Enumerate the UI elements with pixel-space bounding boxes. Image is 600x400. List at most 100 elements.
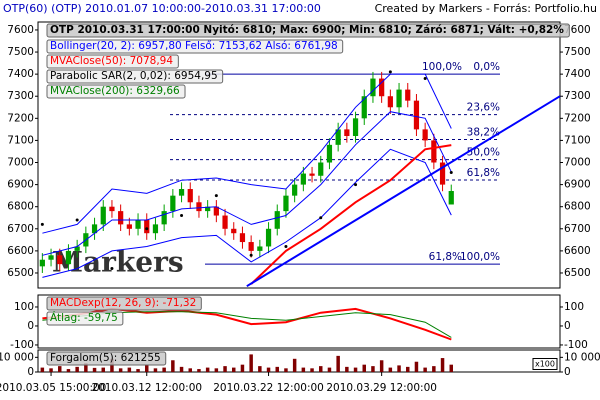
candle-body	[344, 129, 350, 136]
y-tick-label: 7300	[564, 90, 591, 102]
volume-bar	[118, 368, 123, 372]
volume-bar	[75, 366, 79, 372]
candle-body	[405, 89, 411, 101]
candle-body	[178, 189, 185, 196]
sar-dot	[145, 227, 149, 231]
y-tick-label: 0	[564, 366, 571, 378]
fib-label: 61,8%	[429, 251, 462, 263]
candle-body	[326, 144, 333, 163]
volume-bar	[353, 367, 358, 372]
candle-body	[187, 189, 193, 203]
fib-label: 23,6%	[467, 102, 500, 114]
candle-body	[283, 195, 289, 212]
volume-bar	[205, 367, 210, 372]
candle-body	[152, 224, 159, 234]
y-tick-label: 10 000	[564, 351, 600, 363]
volume-bar	[336, 355, 340, 372]
y-tick-label: 7400	[564, 68, 591, 80]
y-tick-label: 10 000	[0, 351, 34, 363]
y-tick-label: 7500	[7, 46, 34, 58]
volume-bar	[301, 367, 306, 372]
volume-bar	[284, 368, 288, 372]
y-tick-label: 7100	[7, 134, 34, 146]
volume-bar	[388, 367, 393, 372]
info-entry: MVAClose(50): 7078,94	[46, 54, 179, 69]
candle-body	[335, 129, 341, 145]
x-tick-label: 2010.03.29 12:00:00	[326, 382, 437, 394]
volume-bar	[275, 366, 279, 372]
candle-body	[387, 96, 393, 108]
volume-bar	[379, 360, 384, 372]
volume-bar	[145, 365, 149, 372]
candle-body	[135, 219, 141, 229]
fib-label: 0,0%	[473, 61, 500, 73]
y-tick-label: 0	[564, 320, 571, 332]
info-text: Parabolic SAR(2, 0,02): 6954,95	[50, 70, 218, 82]
candle-body	[300, 173, 306, 185]
y-tick-label: 0	[27, 366, 34, 378]
candle-body	[257, 246, 263, 251]
volume-bar	[371, 366, 375, 372]
candle-body	[422, 129, 428, 141]
candle-body	[118, 211, 124, 225]
candle-body	[100, 206, 106, 225]
info-entry: MVAClose(200): 6329,66	[46, 84, 186, 99]
sar-dot	[214, 194, 218, 198]
volume-bar	[310, 368, 314, 372]
volume-bar	[258, 366, 262, 372]
scale-note-box	[532, 358, 558, 370]
volume-bar	[40, 367, 45, 372]
candle-body	[309, 173, 315, 176]
info-text: MVAClose(200): 6329,66	[50, 85, 180, 97]
series-line	[42, 111, 452, 256]
fib-label: 50,0%	[467, 147, 500, 159]
series-line	[42, 148, 452, 278]
sar-dot	[319, 216, 323, 220]
fib-label: 100,0%	[422, 61, 462, 73]
candle-body	[352, 118, 359, 136]
sar-dot	[284, 244, 288, 248]
info-entry: MACDexp(12, 26, 9): -71,32	[46, 296, 202, 311]
candle-body	[213, 206, 219, 216]
y-tick-label: 6500	[7, 267, 34, 279]
candle-body	[161, 211, 167, 225]
info-box	[46, 311, 124, 326]
y-tick-label: 6600	[564, 245, 591, 257]
candle-body	[439, 162, 446, 185]
candle-body	[196, 202, 202, 212]
chart-title: OTP(60) (OTP) 2010.01.07 10:00:00-2010.0…	[3, 2, 321, 15]
info-text: OTP 2010.03.31 17:00:00 Nyitó: 6810; Max…	[50, 24, 564, 36]
info-entry: Parabolic SAR(2, 0,02): 6954,95	[46, 69, 224, 84]
volume-bar	[49, 368, 53, 372]
volume-bar	[414, 361, 419, 372]
candle-body	[370, 78, 376, 97]
credit: Created by Markers - Forrás: Portfolio.h…	[375, 2, 597, 15]
x-tick-label: 2010.03.05 15:00:00	[0, 382, 106, 394]
info-text: Bollinger(20, 2): 6957,80 Felső: 7153,62…	[50, 40, 338, 52]
candle-body	[396, 89, 402, 108]
sar-dot	[354, 183, 358, 187]
info-box	[46, 54, 179, 69]
volume-bar	[197, 369, 201, 372]
y-tick-label: 7200	[564, 112, 591, 124]
y-tick-label: 7000	[7, 157, 34, 169]
info-text: MACDexp(12, 26, 9): -71,32	[50, 297, 196, 309]
y-tick-label: 6900	[7, 179, 34, 191]
volume-bar	[249, 354, 253, 372]
sar-dot	[180, 214, 184, 218]
y-tick-label: 7600	[7, 24, 34, 36]
y-tick-label: 6700	[564, 223, 591, 235]
y-tick-label: 7400	[7, 68, 34, 80]
info-box	[46, 296, 202, 311]
y-tick-label: 6600	[7, 245, 34, 257]
candle-body	[448, 191, 454, 205]
volume-bar	[440, 358, 445, 372]
volume-bar	[188, 368, 192, 372]
volume-bar	[162, 367, 166, 372]
info-box	[46, 84, 186, 99]
candle-body	[109, 206, 115, 212]
y-tick-label: 0	[27, 320, 34, 332]
info-entry: OTP 2010.03.31 17:00:00 Nyitó: 6810; Max…	[46, 23, 570, 38]
volume-bar	[92, 367, 97, 372]
